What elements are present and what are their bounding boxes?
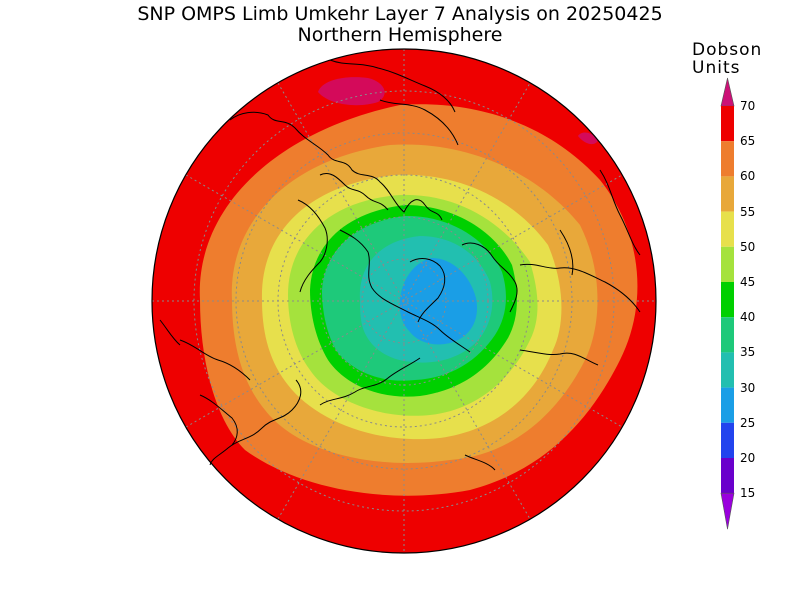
colorbar-tick-label: 70 xyxy=(740,99,756,113)
ozone-field xyxy=(152,49,656,553)
colorbar-tick-label: 20 xyxy=(740,451,756,465)
colorbar-tick-label: 50 xyxy=(740,239,756,254)
colorbar-tick-label: 15 xyxy=(740,486,756,501)
colorbar-tick-label: 60 xyxy=(740,169,756,184)
map-subtitle: Northern Hemisphere xyxy=(297,24,503,46)
colorbar-segment xyxy=(721,317,734,353)
colorbar-segment xyxy=(721,211,734,247)
map-border xyxy=(151,48,657,554)
map-title: SNP OMPS Limb Umkehr Layer 7 Analysis on… xyxy=(137,3,663,25)
units-label-line1: Dobson xyxy=(692,40,763,60)
colorbar-segment xyxy=(721,422,734,458)
colorbar-tick-label: 40 xyxy=(740,310,756,325)
high-ozone-spot-small xyxy=(578,132,598,145)
colorbar-segment xyxy=(721,352,734,388)
units-label-line2: Units xyxy=(692,58,741,78)
coastlines xyxy=(159,59,641,471)
colorbar-tick-label: 65 xyxy=(740,134,756,149)
high-ozone-spot xyxy=(318,77,385,106)
colorbar-segment xyxy=(721,282,734,318)
colorbar-segment xyxy=(721,106,734,142)
graticule xyxy=(152,49,656,553)
colorbar-tick-label: 35 xyxy=(740,345,756,360)
colorbar-bottom-arrow xyxy=(720,492,735,530)
colorbar xyxy=(720,77,735,530)
colorbar-segment xyxy=(721,387,734,423)
colorbar-tick-label: 45 xyxy=(740,275,756,289)
colorbar-tick-label: 55 xyxy=(740,204,756,219)
colorbar-segment xyxy=(721,458,734,494)
colorbar-tick-label: 25 xyxy=(740,415,756,430)
colorbar-top-arrow xyxy=(720,77,735,107)
colorbar-segment xyxy=(721,176,734,212)
colorbar-tick-label: 30 xyxy=(740,380,756,395)
colorbar-segment xyxy=(721,141,734,177)
colorbar-segment xyxy=(721,246,734,282)
